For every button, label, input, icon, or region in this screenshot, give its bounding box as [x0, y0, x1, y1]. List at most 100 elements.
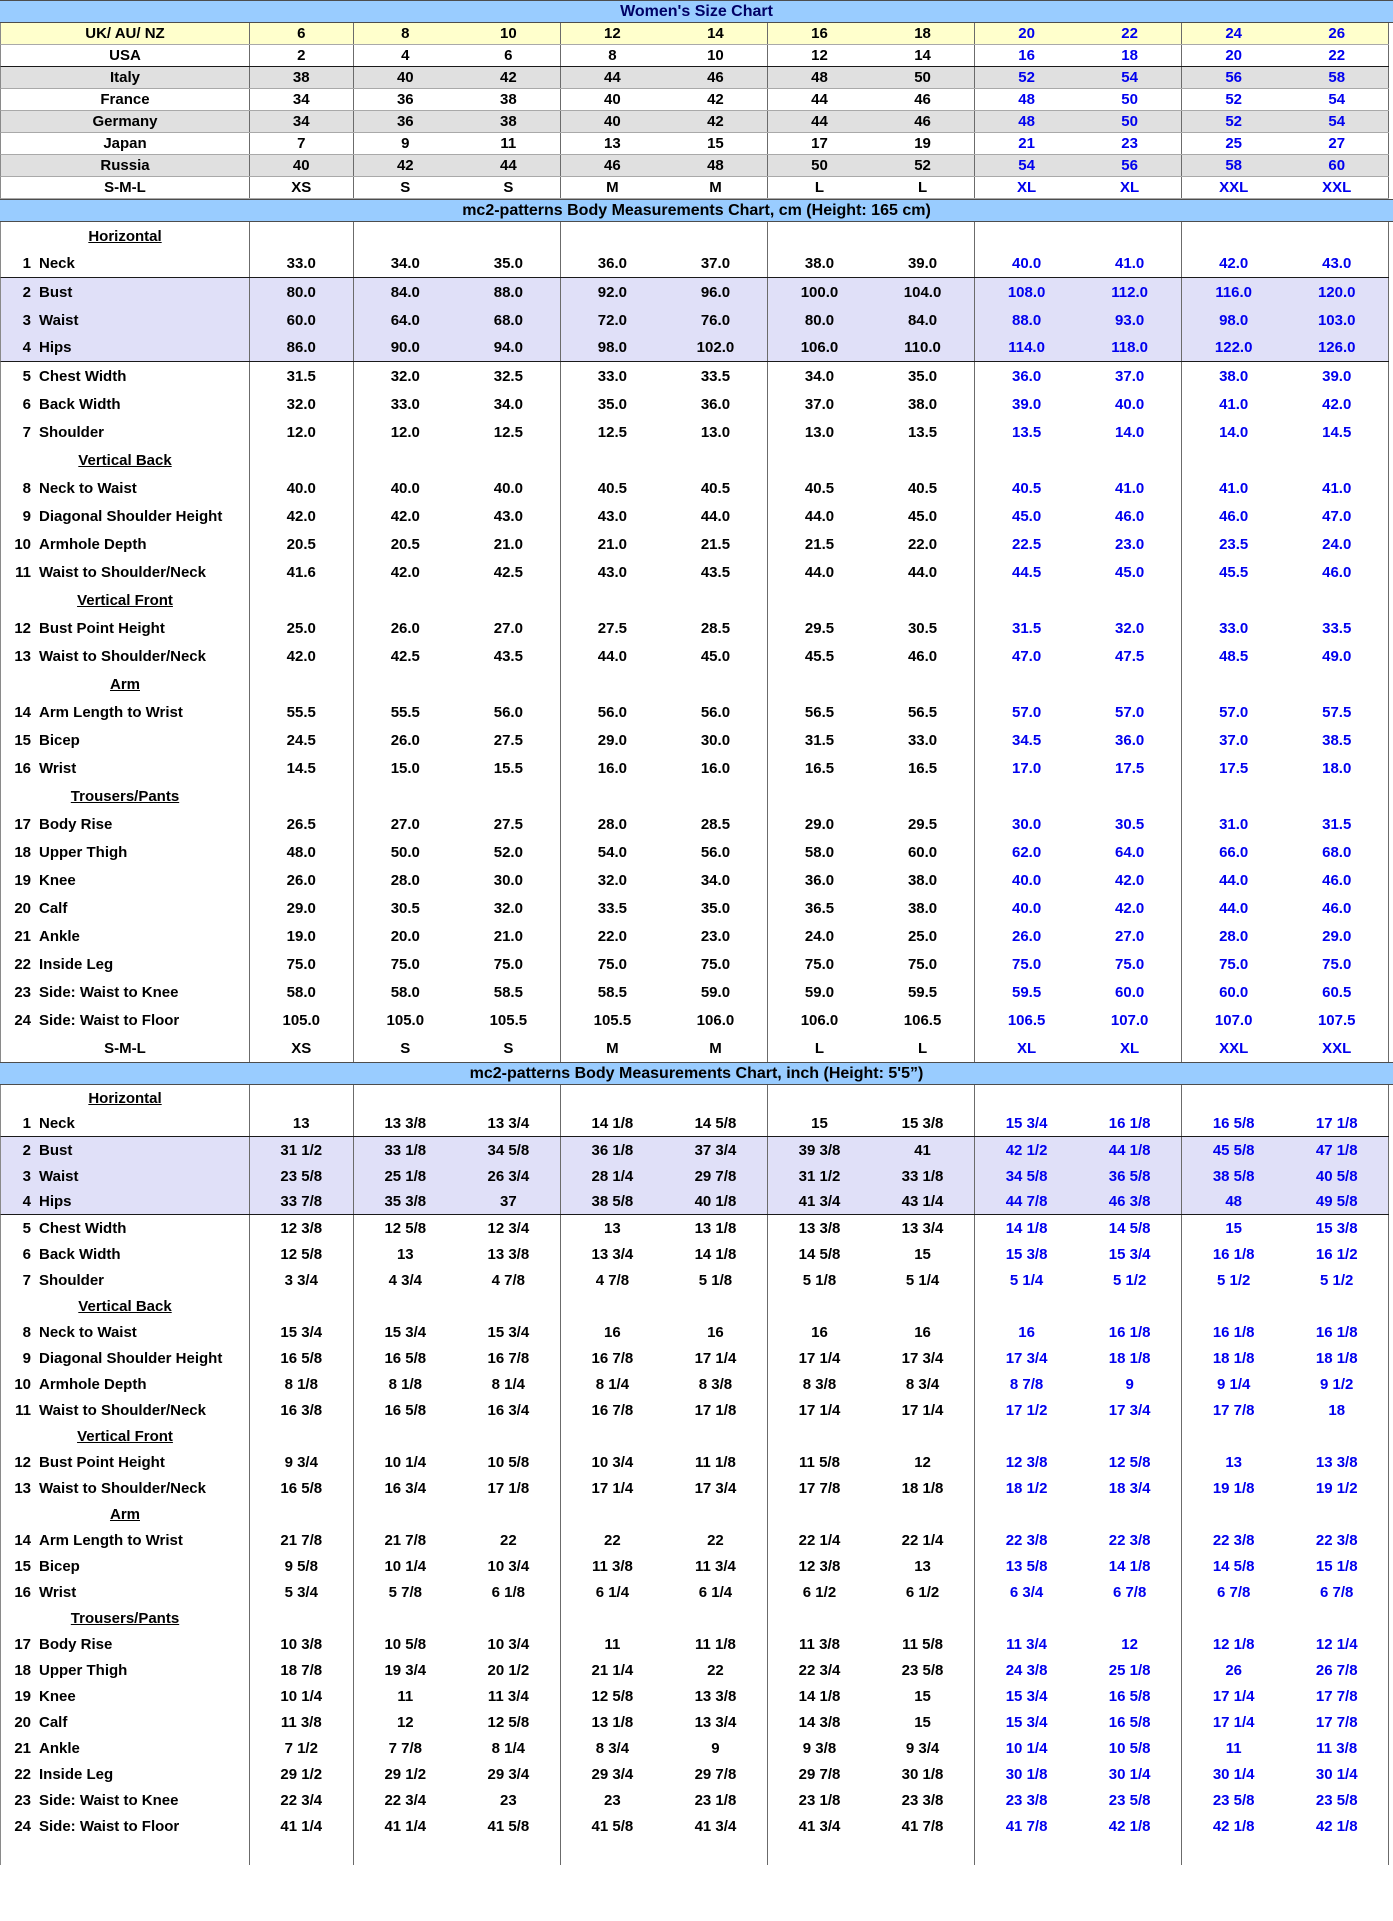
value-cell: 23	[457, 1787, 561, 1813]
value-cell	[768, 1605, 872, 1631]
row-label-cell: 15 Bicep	[1, 1553, 250, 1579]
value-cell: 17.5	[1078, 754, 1182, 782]
value-cell: L	[871, 1034, 975, 1062]
value-cell: 40	[396, 69, 414, 86]
value-cell	[354, 670, 458, 698]
row-label: Neck to Waist	[39, 1323, 137, 1341]
row-label-cell: 6 Back Width	[1, 390, 250, 418]
value-cell: 17 1/4	[1212, 1713, 1255, 1731]
value-cell: 42 1/8	[1212, 1817, 1255, 1835]
value-cell: M	[664, 177, 768, 198]
cm-measurements-table: Horizontal 1 Neck 33.0 34.0 35.0 36.0 37.0 38.0 3…	[0, 222, 1393, 1062]
value-cell	[1078, 1605, 1182, 1631]
value-cell: 16	[604, 1323, 621, 1341]
value-cell: 7 1/2	[250, 1735, 354, 1761]
value-cell	[250, 1839, 354, 1865]
table-row: 16 Wrist 14.5 15.0 15.5 16.0 16.0 16.5 16.5 17.0 1…	[0, 754, 1389, 782]
value-cell: 4 7/8	[595, 1271, 630, 1289]
row-label: S-M-L	[1, 1034, 250, 1062]
value-cell: 30 1/4	[1078, 1761, 1182, 1787]
table-row: 24 Side: Waist to Floor 105.0 105.0 105.5 105…	[0, 1006, 1389, 1034]
value-cell: 22 3/8	[1005, 1531, 1048, 1549]
value-cell: 11 3/8	[591, 1557, 633, 1575]
value-cell: 46 3/8	[1078, 1189, 1182, 1214]
value-cell	[1078, 1085, 1182, 1111]
value-cell	[1182, 1293, 1286, 1319]
value-cell: 16 7/8	[591, 1401, 634, 1419]
value-cell: 60	[1285, 155, 1389, 176]
value-cell: 43 1/4	[871, 1189, 975, 1214]
value-cell: 19.0	[250, 922, 354, 950]
value-cell: 88.0	[1011, 311, 1042, 329]
value-cell	[1182, 670, 1286, 698]
row-number: 17	[14, 815, 31, 833]
value-cell: 8 3/8	[802, 1375, 837, 1393]
value-cell: 12.0	[250, 418, 354, 446]
value-cell: 30.5	[871, 614, 975, 642]
value-cell: 8 1/8	[250, 1371, 354, 1397]
value-cell: 10 3/4	[457, 1631, 561, 1657]
value-cell: 18 1/2	[1005, 1479, 1048, 1497]
value-cell: 52.0	[457, 838, 561, 866]
value-cell: 14	[664, 23, 768, 44]
value-cell: 16	[1018, 47, 1035, 64]
value-cell: 10 1/4	[384, 1453, 427, 1471]
row-number: 15	[14, 1557, 31, 1575]
value-cell: 12.5	[457, 418, 561, 446]
value-cell: 6 7/8	[1078, 1579, 1182, 1605]
value-cell	[871, 1501, 975, 1527]
value-cell: 12 5/8	[384, 1219, 427, 1237]
value-cell	[354, 1605, 458, 1631]
value-cell	[975, 1605, 1079, 1631]
value-cell: 17 7/8	[1285, 1683, 1389, 1709]
value-cell: 122.0	[1214, 339, 1253, 356]
value-cell	[354, 1293, 458, 1319]
value-cell: 40.5	[1011, 479, 1042, 497]
value-cell: 12	[604, 25, 621, 42]
table-row: 15 Bicep 9 5/8 10 1/4 10 3/4 11 3/8 11 3/4 12 3…	[0, 1553, 1389, 1579]
row-label: Bust Point Height	[39, 619, 165, 637]
row-label: Side: Waist to Knee	[39, 983, 179, 1001]
row-label: Ankle	[39, 1739, 80, 1757]
value-cell: 105.0	[250, 1006, 354, 1034]
value-cell: 31.5	[250, 362, 354, 390]
value-cell: 21 7/8	[250, 1527, 354, 1553]
value-cell	[975, 1293, 1079, 1319]
value-cell: 2	[250, 45, 354, 66]
row-label-cell: 15 Bicep	[1, 726, 250, 754]
table-row: 17 Body Rise 26.5 27.0 27.5 28.0 28.5 29.0 29.5 3…	[0, 810, 1389, 838]
section-heading: Vertical Front	[77, 591, 173, 609]
value-cell: 42.0	[250, 502, 354, 530]
value-cell: 17 1/4	[798, 1401, 841, 1419]
row-label: Waist to Shoulder/Neck	[39, 647, 206, 665]
value-cell: 58	[1225, 157, 1243, 174]
value-cell: 41.0	[1285, 474, 1389, 502]
value-cell: L	[814, 179, 825, 196]
table-row: 9 Diagonal Shoulder Height 42.0 42.0 43.0 43.…	[0, 502, 1389, 530]
value-cell	[664, 670, 768, 698]
table-row: 4 Hips 86.0 90.0 94.0 98.0 102.0 106.0 110.0 114.…	[0, 334, 1389, 362]
value-cell: 15 3/4	[250, 1319, 354, 1345]
value-cell: 16	[811, 1323, 828, 1341]
row-number: 5	[22, 367, 31, 385]
value-cell: 23 5/8	[250, 1163, 354, 1189]
value-cell: 42	[664, 111, 768, 132]
value-cell: 11 3/4	[1006, 1635, 1048, 1653]
value-cell: L	[814, 1039, 825, 1057]
value-cell: 29 7/8	[664, 1163, 768, 1189]
value-cell: 21.0	[457, 530, 561, 558]
value-cell: 40.5	[871, 474, 975, 502]
row-label: Calf	[39, 1713, 68, 1731]
value-cell: 35.0	[664, 894, 768, 922]
value-cell: 4 3/4	[388, 1271, 422, 1289]
value-cell: 26 3/4	[457, 1163, 561, 1189]
row-label: Armhole Depth	[39, 535, 147, 553]
value-cell: 42.5	[390, 647, 420, 665]
value-cell: 106.0	[800, 339, 839, 356]
value-cell: 43.5	[457, 642, 561, 670]
value-cell: 34.5	[1011, 731, 1042, 749]
value-cell: 59.0	[804, 983, 835, 1001]
value-cell: 36.0	[1011, 367, 1042, 385]
value-cell	[1078, 782, 1182, 810]
section-heading-row: Vertical Back	[0, 1293, 1389, 1319]
